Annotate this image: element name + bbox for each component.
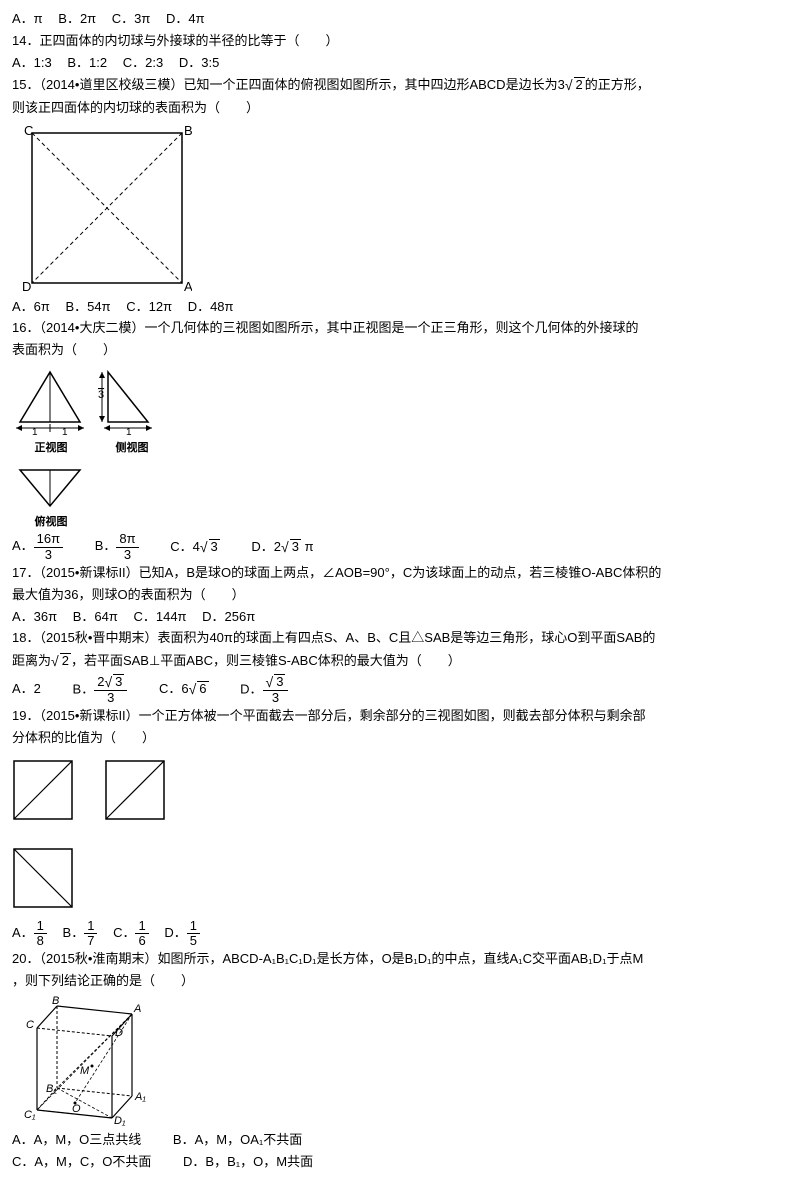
q18-opt-d: D．√33 <box>240 674 288 706</box>
q16-stem2: 表面积为（ ） <box>12 340 788 361</box>
q20-options-row1: A．A，M，O三点共线 B．A，M，OA₁不共面 <box>12 1130 788 1151</box>
q19-stem2: 分体积的比值为（ ） <box>12 728 788 749</box>
q13-opt-a: A．π <box>12 9 43 30</box>
q17-opt-d: D．256π <box>202 607 255 628</box>
svg-text:M: M <box>80 1065 90 1077</box>
q17-opt-b: B．64π <box>73 607 118 628</box>
svg-text:A: A <box>133 1003 141 1015</box>
q19-views-row1 <box>12 755 788 825</box>
q16-options: A．16π3 B．8π3 C．4√3 D．2√3 π <box>12 532 788 562</box>
q14-opt-d: D．3:5 <box>179 53 219 74</box>
svg-text:D₁: D₁ <box>114 1115 126 1126</box>
q18-stem: 18．（2015秋•晋中期末）表面积为40π的球面上有四点S、A、B、C且△SA… <box>12 628 788 649</box>
svg-text:1: 1 <box>126 427 132 436</box>
q16-top-view <box>12 464 90 510</box>
q19-opt-a: A．18 <box>12 919 47 949</box>
q18-stem2: 距离为√2，若平面SAB⊥平面ABC，则三棱锥S-ABC体积的最大值为（ ） <box>12 650 788 672</box>
svg-text:1: 1 <box>62 427 68 436</box>
svg-text:C₁: C₁ <box>24 1109 36 1121</box>
q19-opt-d: D．15 <box>164 919 200 949</box>
sqrt-icon: √ <box>565 77 573 93</box>
svg-text:3: 3 <box>98 389 104 401</box>
svg-text:B₁: B₁ <box>46 1083 57 1095</box>
q17-options: A．36π B．64π C．144π D．256π <box>12 607 788 628</box>
svg-text:B: B <box>52 996 59 1007</box>
q14-opt-a: A．1:3 <box>12 53 52 74</box>
q20-opt-b: B．A，M，OA₁不共面 <box>173 1130 302 1151</box>
q20-stem: 20．（2015秋•淮南期末）如图所示，ABCD-A₁B₁C₁D₁是长方体，O是… <box>12 949 788 970</box>
q19-options: A．18 B．17 C．16 D．15 <box>12 919 788 949</box>
q19-views-row2 <box>12 843 788 913</box>
q14-options: A．1:3 B．1:2 C．2:3 D．3:5 <box>12 53 788 74</box>
svg-text:D: D <box>115 1027 123 1039</box>
q16-views: 1 1 正视图 √3 1 侧视图 俯视图 <box>12 362 788 531</box>
q13-opt-c: C．3π <box>112 9 151 30</box>
q15-stem2: 则该正四面体的内切球的表面积为（ ） <box>12 98 788 119</box>
q20-figure-cuboid: B A C D B₁ A₁ C₁ D₁ O M <box>12 996 162 1126</box>
q15-options: A．6π B．54π C．12π D．48π <box>12 297 788 318</box>
q20-opt-d: D．B，B₁，O，M共面 <box>183 1152 313 1173</box>
q17-opt-a: A．36π <box>12 607 57 628</box>
q15-stem: 15．（2014•道里区校级三模）已知一个正四面体的俯视图如图所示，其中四边形A… <box>12 74 788 96</box>
q19-opt-c: C．16 <box>113 919 149 949</box>
q18-options: A．2 B．2√33 C．6√6 D．√33 <box>12 674 788 706</box>
q15-figure-square: C B D A <box>12 123 192 293</box>
q15-opt-a: A．6π <box>12 297 50 318</box>
svg-text:C: C <box>26 1019 34 1031</box>
q14-opt-c: C．2:3 <box>123 53 163 74</box>
q15-opt-b: B．54π <box>66 297 111 318</box>
label-b: B <box>184 123 192 138</box>
q17-stem2: 最大值为36，则球O的表面积为（ ） <box>12 585 788 606</box>
q16-front-view: 1 1 <box>12 366 90 436</box>
q13-options: A．π B．2π C．3π D．4π <box>12 9 788 30</box>
q20-options-row2: C．A，M，C，O不共面 D．B，B₁，O，M共面 <box>12 1152 788 1173</box>
label-d: D <box>22 279 31 293</box>
svg-text:O: O <box>72 1103 81 1115</box>
q18-opt-b: B．2√33 <box>73 674 128 706</box>
q16-stem: 16．（2014•大庆二模）一个几何体的三视图如图所示，其中正视图是一个正三角形… <box>12 318 788 339</box>
q17-stem: 17．（2015•新课标II）已知A，B是球O的球面上两点，∠AOB=90°，C… <box>12 563 788 584</box>
q20-stem2: ，则下列结论正确的是（ ） <box>12 971 788 992</box>
svg-text:1: 1 <box>32 427 38 436</box>
q14-opt-b: B．1:2 <box>67 53 107 74</box>
q16-opt-d: D．2√3 π <box>251 536 313 558</box>
q16-opt-a: A．16π3 <box>12 532 63 562</box>
svg-text:A₁: A₁ <box>134 1091 146 1103</box>
q19-view-3 <box>12 847 74 909</box>
q20-opt-c: C．A，M，C，O不共面 <box>12 1152 151 1173</box>
q15-opt-d: D．48π <box>188 297 234 318</box>
q19-view-2 <box>104 759 166 821</box>
q18-opt-c: C．6√6 <box>159 678 209 700</box>
q20-opt-a: A．A，M，O三点共线 <box>12 1130 141 1151</box>
label-a: A <box>184 279 192 293</box>
q19-opt-b: B．17 <box>63 919 98 949</box>
q16-opt-c: C．4√3 <box>170 536 220 558</box>
q16-side-view: √3 1 <box>98 366 166 436</box>
q19-stem: 19．（2015•新课标II）一个正方体被一个平面截去一部分后，剩余部分的三视图… <box>12 706 788 727</box>
q18-opt-a: A．2 <box>12 679 41 700</box>
q17-opt-c: C．144π <box>133 607 186 628</box>
q16-opt-b: B．8π3 <box>95 532 139 562</box>
label-c: C <box>24 123 33 138</box>
q19-view-1 <box>12 759 74 821</box>
q13-opt-b: B．2π <box>58 9 96 30</box>
q15-opt-c: C．12π <box>126 297 172 318</box>
q13-opt-d: D．4π <box>166 9 205 30</box>
q14-stem: 14．正四面体的内切球与外接球的半径的比等于（ ） <box>12 31 788 52</box>
